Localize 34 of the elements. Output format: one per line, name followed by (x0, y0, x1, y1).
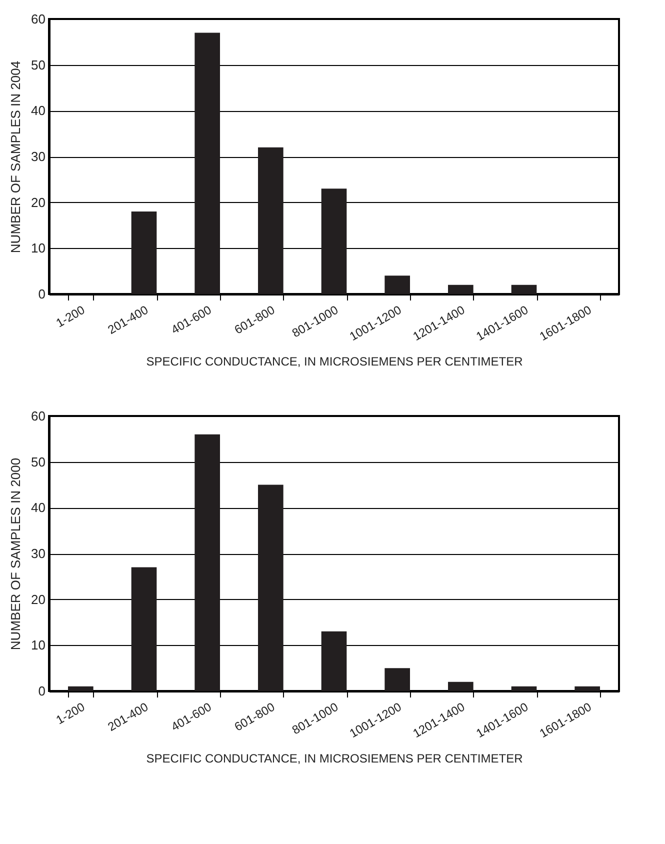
bar (448, 284, 474, 294)
y-tick-label: 60 (31, 12, 46, 26)
bar (321, 188, 347, 294)
bar (258, 484, 284, 691)
y-tick-label: 30 (31, 546, 46, 561)
y-tick-label: 40 (31, 500, 46, 516)
y-axis-title: NUMBER OF SAMPLES IN 2004 (8, 60, 24, 254)
y-tick-label: 0 (38, 684, 46, 698)
y-tick-label: 60 (31, 408, 46, 424)
bar (68, 686, 94, 691)
bar (574, 686, 600, 691)
bar (194, 32, 220, 294)
x-axis-title: SPECIFIC CONDUCTANCE, IN MICROSIEMENS PER CENTIMETER (146, 752, 524, 766)
bar (131, 567, 157, 691)
bar (384, 276, 410, 294)
bar (258, 147, 284, 294)
bar (448, 682, 474, 691)
bar (321, 631, 347, 691)
y-tick-label: 10 (31, 240, 46, 256)
y-tick-label: 20 (31, 592, 46, 607)
y-tick-label: 0 (38, 286, 46, 302)
y-tick-label: 20 (31, 194, 46, 210)
bar (511, 686, 537, 691)
bar (131, 212, 157, 294)
bar (384, 668, 410, 691)
y-tick-label: 50 (31, 57, 46, 72)
y-axis-title: NUMBER OF SAMPLES IN 2000 (8, 458, 24, 650)
x-axis-title: SPECIFIC CONDUCTANCE, IN MICROSIEMENS PER CENTIMETER (146, 354, 524, 369)
y-tick-label: 40 (31, 103, 46, 118)
y-tick-label: 50 (31, 454, 46, 470)
y-tick-label: 10 (31, 638, 46, 653)
bar (194, 434, 220, 691)
bar (511, 284, 537, 294)
y-tick-label: 30 (31, 149, 46, 164)
